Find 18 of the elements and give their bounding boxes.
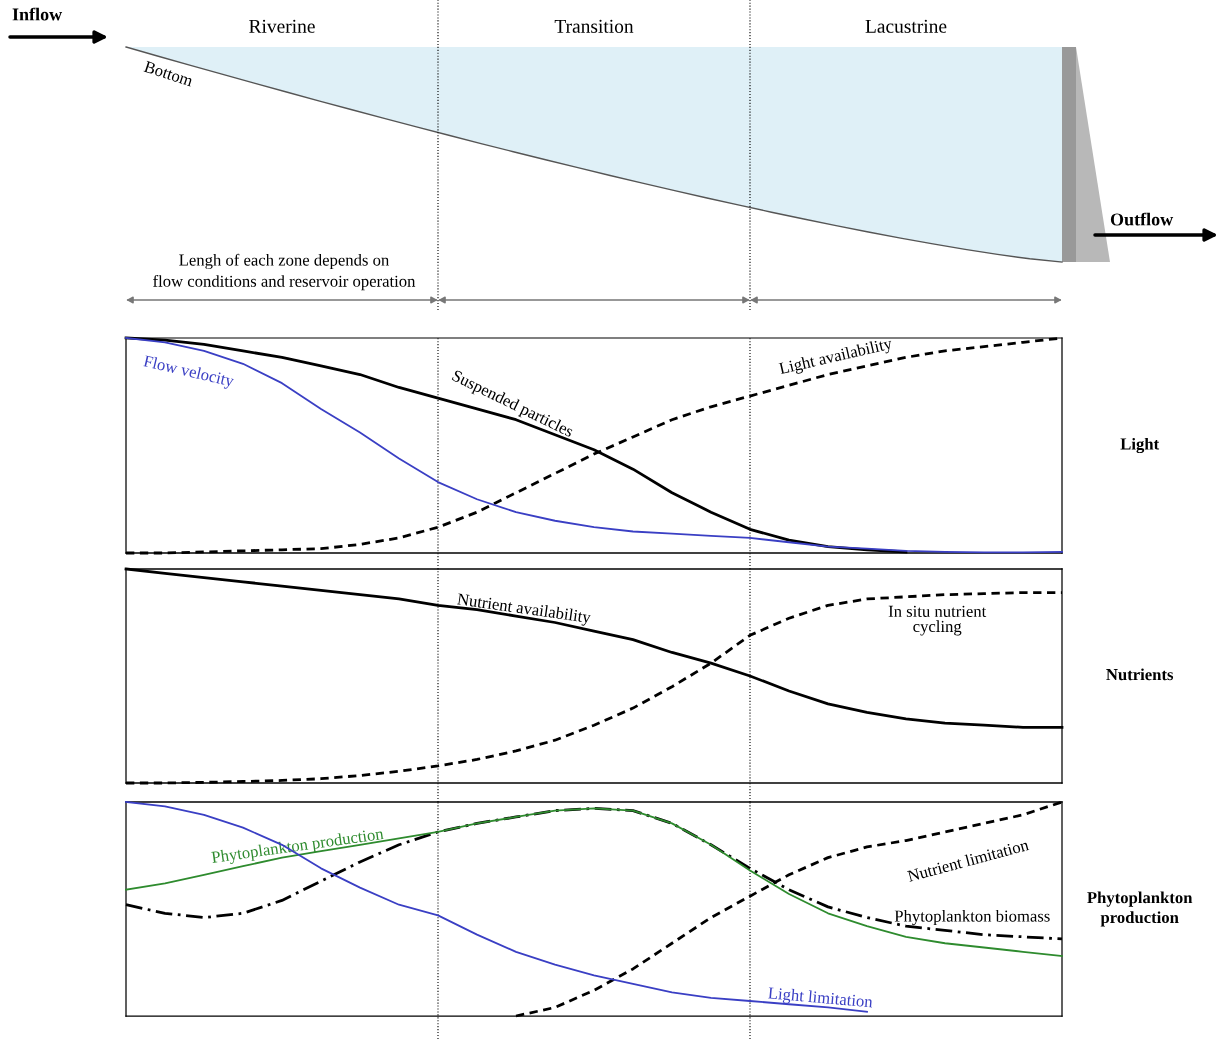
text: Nutrient limitation	[906, 838, 1030, 882]
series-label: Light limitation	[767, 986, 873, 1011]
text: Flow velocity	[142, 354, 235, 391]
text: Bottom	[143, 60, 194, 87]
text: Lengh of each zone depends on flow conditions and reservoir operation	[153, 253, 416, 291]
text: Outflow	[1110, 212, 1174, 226]
category-label: Transition	[554, 19, 634, 33]
series-label: Phytoplankton biomass	[894, 909, 1050, 926]
y-axis-title: Light	[1120, 437, 1160, 454]
category-label: Riverine	[249, 19, 315, 33]
text: Nutrient availability	[456, 592, 592, 627]
text: Phytoplankton production	[211, 827, 385, 867]
y-axis-title: Nutrients	[1106, 668, 1174, 681]
category-label: Lacustrine	[865, 19, 947, 33]
text: Inflow	[12, 7, 63, 21]
series-label: In situ nutrient cycling	[888, 605, 987, 636]
text: Light availability	[778, 337, 894, 378]
y-axis-title: Phytoplankton production	[1087, 891, 1193, 927]
